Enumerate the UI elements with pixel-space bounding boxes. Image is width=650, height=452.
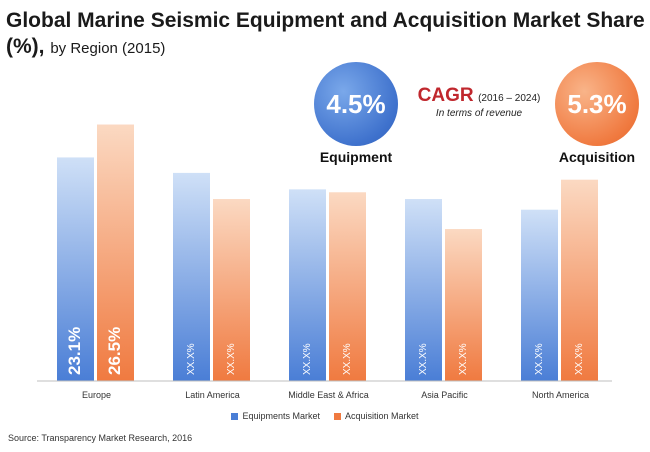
x-tick-label-1: Latin America [185, 390, 240, 400]
bar-value-label-equipment-4: XX.X% [534, 343, 545, 375]
chart-title-main: Global Marine Seismic Equipment and Acqu… [6, 9, 645, 58]
acquisition-cagr-circle: 5.3% [555, 62, 639, 146]
bar-equipment-1 [173, 172, 210, 381]
bar-equipment-4 [521, 209, 558, 381]
bar-acquisition-4 [561, 179, 598, 381]
bar-value-label-acquisition-1: XX.X% [226, 343, 237, 375]
legend-item-equipment: Equipments Market [231, 411, 320, 421]
legend-item-acquisition: Acquisition Market [334, 411, 419, 421]
legend-swatch-equipment [231, 412, 239, 420]
bar-equipment-2 [289, 189, 326, 381]
chart-title-sub: by Region (2015) [50, 40, 166, 57]
bar-value-label-equipment-0: 23.1% [65, 327, 84, 375]
x-tick-label-0: Europe [82, 390, 111, 400]
x-tick-label-4: North America [532, 390, 589, 400]
bar-value-label-acquisition-3: XX.X% [458, 343, 469, 375]
cagr-period: (2016 – 2024) [478, 93, 541, 104]
chart-title: Global Marine Seismic Equipment and Acqu… [6, 8, 646, 62]
cagr-heading: CAGR (2016 – 2024) In terms of revenue [404, 85, 554, 119]
equipment-cagr-label: Equipment [319, 149, 393, 165]
source-note: Source: Transparency Market Research, 20… [8, 433, 193, 443]
bar-acquisition-2 [329, 192, 366, 381]
bar-value-label-equipment-2: XX.X% [302, 343, 313, 375]
x-axis-labels: Europe Latin America Middle East & Africa A… [82, 390, 589, 400]
bar-acquisition-0 [97, 124, 134, 382]
x-tick-label-3: Asia Pacific [421, 390, 468, 400]
cagr-note: In terms of revenue [435, 108, 523, 119]
legend-label-equipment: Equipments Market [242, 411, 320, 421]
acquisition-cagr-label: Acquisition [558, 149, 636, 165]
x-tick-label-2: Middle East & Africa [288, 390, 369, 400]
bar-value-label-equipment-1: XX.X% [186, 343, 197, 375]
bar-value-label-equipment-3: XX.X% [418, 343, 429, 375]
chart-legend: Equipments Market Acquisition Market [0, 411, 650, 421]
bar-value-label-acquisition-2: XX.X% [342, 343, 353, 375]
bar-equipment-3 [405, 199, 442, 381]
acquisition-cagr-value: 5.3% [567, 88, 627, 119]
cagr-label: CAGR [417, 85, 474, 106]
equipment-cagr-value: 4.5% [326, 88, 386, 119]
legend-label-acquisition: Acquisition Market [345, 411, 419, 421]
bar-acquisition-3 [445, 229, 482, 381]
bar-acquisition-1 [213, 199, 250, 381]
legend-swatch-acquisition [334, 412, 341, 420]
bar-equipment-0 [57, 157, 94, 381]
bars-group: 23.1% 26.5% XX.X% XX.X% XX.X% XX.X% XX.X% XX.X%… [57, 124, 598, 382]
bar-value-label-acquisition-4: XX.X% [574, 343, 585, 375]
bar-value-label-acquisition-0: 26.5% [105, 327, 124, 375]
equipment-cagr-circle: 4.5% [314, 62, 398, 146]
